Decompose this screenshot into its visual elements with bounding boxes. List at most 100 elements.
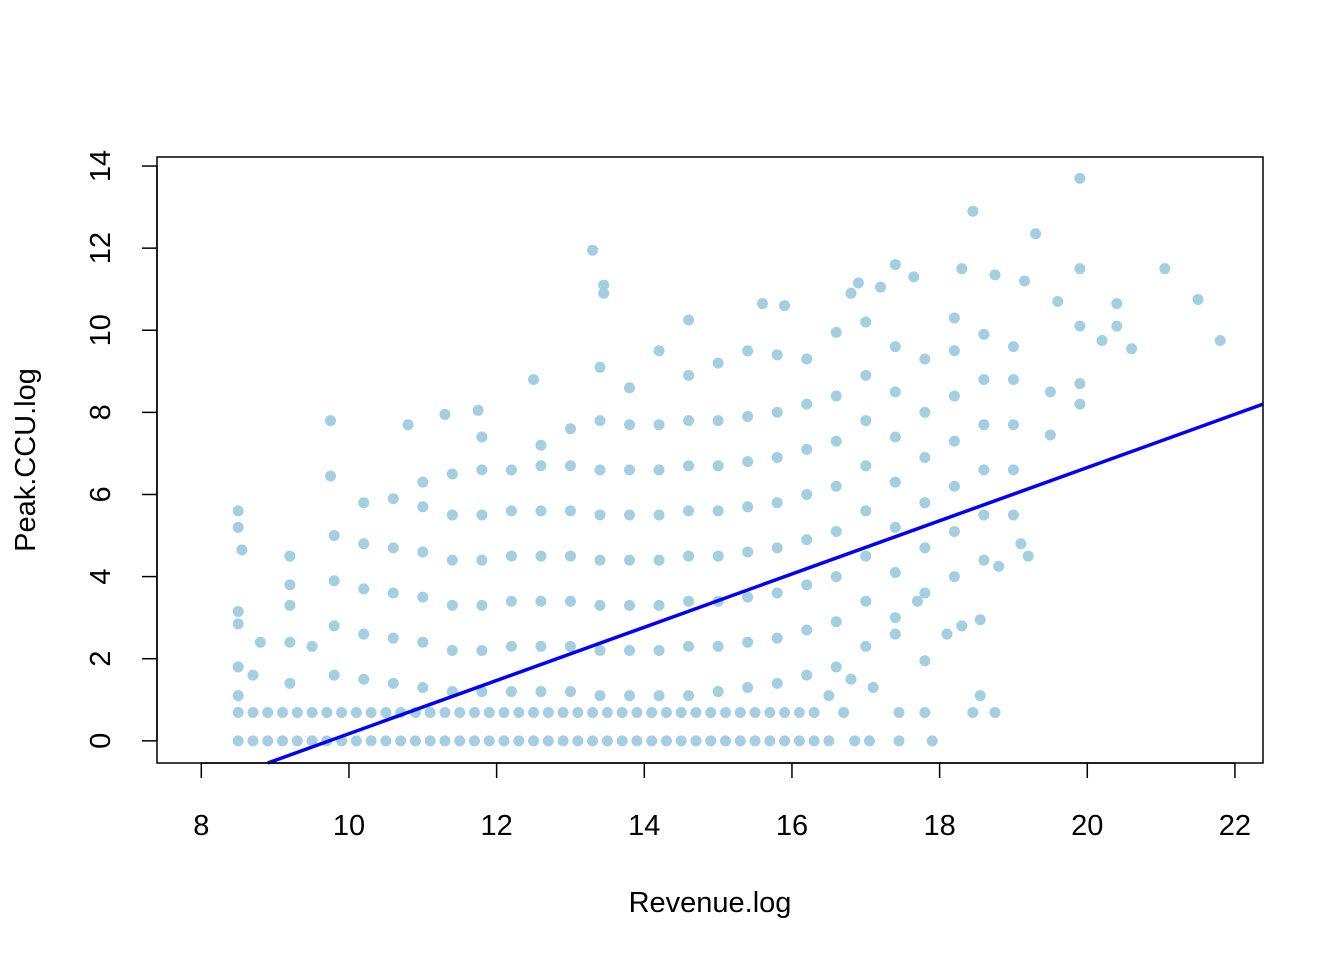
point	[624, 645, 636, 657]
point	[860, 550, 872, 562]
point	[387, 632, 399, 644]
point	[720, 735, 732, 747]
point	[989, 269, 1001, 281]
point	[616, 735, 628, 747]
point	[793, 735, 805, 747]
point	[712, 640, 724, 652]
point	[439, 735, 451, 747]
point	[365, 707, 377, 718]
point	[683, 690, 695, 702]
point	[284, 677, 296, 689]
point	[624, 382, 636, 394]
point	[254, 636, 266, 648]
fit-line	[267, 402, 1264, 765]
point	[889, 259, 901, 271]
point	[860, 316, 872, 328]
point	[683, 369, 695, 381]
point	[1007, 464, 1019, 476]
point	[594, 690, 606, 702]
point	[291, 707, 303, 718]
point	[742, 410, 754, 422]
point	[742, 681, 754, 693]
point	[860, 595, 872, 607]
point	[683, 595, 695, 607]
point	[535, 686, 547, 698]
point	[358, 673, 370, 685]
point	[476, 686, 488, 698]
point	[325, 415, 337, 427]
point	[1111, 298, 1123, 310]
point	[956, 620, 968, 632]
point	[860, 505, 872, 517]
point	[712, 686, 724, 698]
point	[742, 456, 754, 468]
point	[978, 464, 990, 476]
point	[742, 546, 754, 558]
point	[417, 591, 429, 603]
point	[350, 735, 362, 747]
point	[683, 550, 695, 562]
x-tick-label: 8	[193, 810, 209, 842]
point	[594, 464, 606, 476]
point	[321, 707, 333, 718]
x-tick-label: 10	[333, 810, 365, 842]
point	[919, 542, 931, 554]
point	[284, 636, 296, 648]
point	[528, 735, 540, 747]
point	[325, 470, 337, 482]
point	[1022, 550, 1034, 562]
point	[505, 640, 517, 652]
point	[1126, 343, 1138, 355]
point	[742, 345, 754, 357]
point	[1044, 429, 1056, 441]
y-tick-label: 14	[85, 150, 117, 182]
point	[889, 386, 901, 398]
point	[948, 390, 960, 402]
point	[974, 614, 986, 626]
point	[564, 595, 576, 607]
point	[852, 277, 864, 289]
point	[387, 677, 399, 689]
point	[594, 599, 606, 611]
point	[1007, 419, 1019, 431]
x-axis-label: Revenue.log	[629, 887, 792, 919]
point	[594, 645, 606, 657]
point	[564, 423, 576, 435]
point	[808, 735, 820, 747]
point	[284, 579, 296, 591]
point	[823, 735, 835, 747]
point	[365, 735, 377, 747]
point	[594, 509, 606, 521]
point	[683, 505, 695, 517]
point	[889, 521, 901, 533]
point	[830, 661, 842, 673]
point	[557, 707, 569, 718]
point	[468, 707, 480, 718]
point	[483, 707, 495, 718]
point	[889, 566, 901, 578]
point	[417, 681, 429, 693]
point	[742, 636, 754, 648]
x-tick-label: 12	[480, 810, 512, 842]
point	[771, 497, 783, 509]
point	[771, 542, 783, 554]
point	[860, 369, 872, 381]
point	[993, 560, 1005, 572]
point	[860, 460, 872, 472]
point	[262, 707, 274, 718]
point	[358, 497, 370, 509]
point	[742, 591, 754, 603]
point	[978, 328, 990, 340]
point	[845, 287, 857, 299]
point	[232, 521, 244, 533]
point	[660, 735, 672, 747]
point	[446, 554, 458, 566]
point	[919, 353, 931, 365]
point	[557, 735, 569, 747]
point	[247, 707, 259, 718]
point	[328, 620, 340, 632]
point	[505, 686, 517, 698]
point	[889, 431, 901, 443]
point	[387, 587, 399, 599]
